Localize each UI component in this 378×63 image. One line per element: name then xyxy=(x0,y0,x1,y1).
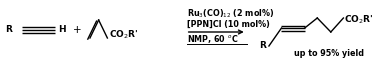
Text: up to 95% yield: up to 95% yield xyxy=(294,49,364,58)
Text: CO$_2$R': CO$_2$R' xyxy=(344,14,374,26)
Text: CO$_2$R': CO$_2$R' xyxy=(109,29,139,41)
Text: H: H xyxy=(58,26,66,35)
Text: R: R xyxy=(259,42,266,51)
Text: NMP, 60 $^o$C: NMP, 60 $^o$C xyxy=(187,33,238,45)
Text: Ru$_3$(CO)$_{12}$ (2 mol%): Ru$_3$(CO)$_{12}$ (2 mol%) xyxy=(187,8,274,20)
Text: R: R xyxy=(5,26,12,35)
Text: [PPN]Cl (10 mol%): [PPN]Cl (10 mol%) xyxy=(187,20,270,29)
Text: +: + xyxy=(73,25,82,35)
